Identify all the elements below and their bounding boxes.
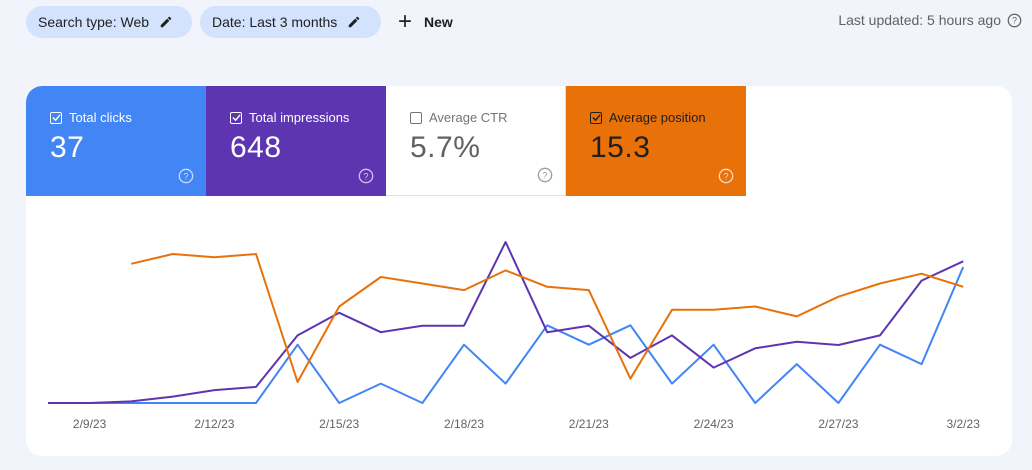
plus-icon: + bbox=[398, 8, 413, 35]
metric-value: 5.7% bbox=[410, 131, 481, 164]
metric-value: 37 bbox=[50, 131, 85, 164]
metric-average-position[interactable]: Average position 15.3 ? bbox=[566, 86, 746, 196]
checkbox-unchecked-icon[interactable] bbox=[410, 111, 422, 124]
new-filter-button[interactable]: + New bbox=[398, 6, 453, 38]
svg-text:?: ? bbox=[542, 170, 547, 180]
help-icon[interactable]: ? bbox=[358, 168, 374, 184]
date-filter-chip[interactable]: Date: Last 3 months bbox=[200, 6, 381, 38]
checkbox-checked-icon[interactable] bbox=[50, 111, 62, 124]
edit-pencil-icon bbox=[349, 16, 360, 28]
help-icon[interactable]: ? bbox=[537, 167, 553, 183]
svg-text:?: ? bbox=[183, 171, 188, 181]
svg-text:?: ? bbox=[723, 171, 728, 181]
metric-value: 648 bbox=[230, 131, 282, 164]
last-updated-text: Last updated: 5 hours ago bbox=[838, 12, 1001, 28]
last-updated: Last updated: 5 hours ago ? bbox=[838, 12, 1022, 28]
edit-pencil-icon bbox=[160, 16, 172, 28]
metric-label: Total impressions bbox=[249, 110, 350, 125]
metric-label: Average CTR bbox=[429, 110, 508, 125]
metric-label: Average position bbox=[609, 110, 706, 125]
help-icon[interactable]: ? bbox=[1007, 13, 1022, 28]
metric-total-clicks[interactable]: Total clicks 37 ? bbox=[26, 86, 206, 196]
new-filter-label: New bbox=[424, 14, 453, 30]
help-icon[interactable]: ? bbox=[178, 168, 194, 184]
metric-total-impressions[interactable]: Total impressions 648 ? bbox=[206, 86, 386, 196]
filter-bar: Search type: Web Date: Last 3 months + N… bbox=[0, 0, 1032, 44]
help-icon[interactable]: ? bbox=[718, 168, 734, 184]
metric-label: Total clicks bbox=[69, 110, 132, 125]
date-filter-label: Date: Last 3 months bbox=[212, 14, 338, 30]
metric-average-ctr[interactable]: Average CTR 5.7% ? bbox=[386, 86, 566, 196]
metric-value: 15.3 bbox=[590, 131, 651, 164]
performance-card: Total clicks 37 ? Total impressions 648 … bbox=[26, 86, 1012, 456]
checkbox-checked-icon[interactable] bbox=[590, 111, 602, 124]
search-type-filter-chip[interactable]: Search type: Web bbox=[26, 6, 192, 38]
search-type-label: Search type: Web bbox=[38, 14, 150, 30]
checkbox-checked-icon[interactable] bbox=[230, 111, 242, 124]
svg-text:?: ? bbox=[1012, 15, 1017, 25]
svg-text:?: ? bbox=[363, 171, 368, 181]
